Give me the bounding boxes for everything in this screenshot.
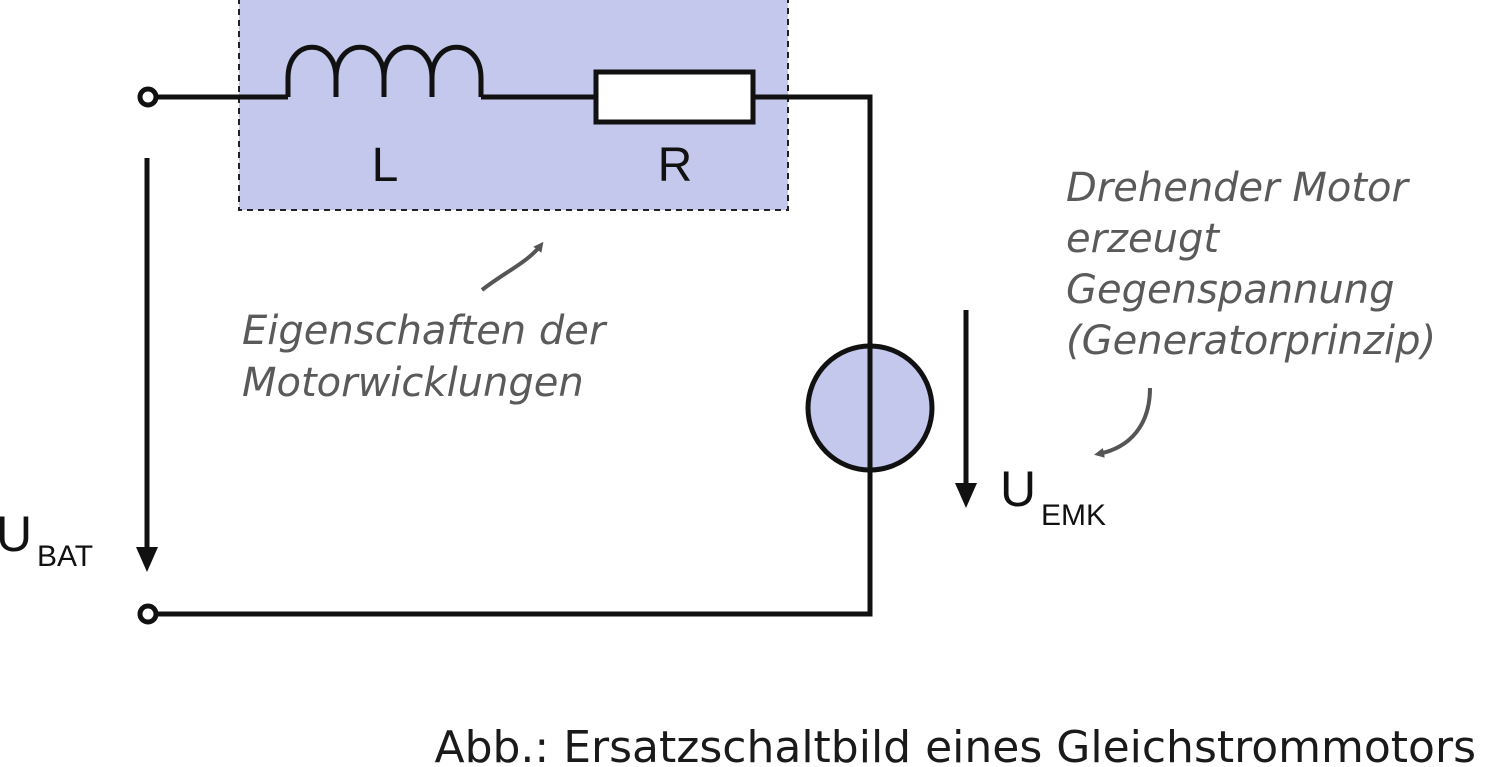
motor-note-arrow: [1094, 387, 1152, 458]
bottom-terminal: [137, 603, 159, 625]
top-terminal: [137, 86, 159, 108]
emf-voltage-arrow-head: [955, 483, 977, 508]
windings-note-arrow: [480, 241, 544, 292]
battery-voltage-arrow-head: [136, 547, 158, 572]
figure-caption: Abb.: Ersatzschaltbild eines Gleichstrom…: [434, 722, 1476, 767]
windings-note: Eigenschaften der Motorwicklungen: [242, 308, 618, 406]
battery-voltage-label: U BAT: [0, 506, 93, 573]
motor-note: Drehender Motor erzeugt Gegenspannung (G…: [1066, 165, 1436, 364]
inductor-label: L: [372, 139, 399, 192]
wire-top-right: [753, 94, 873, 348]
wire-bottom: [156, 470, 873, 617]
resistor-label: R: [658, 139, 693, 192]
emf-voltage-label: U EMK: [1000, 461, 1106, 532]
resistor-symbol: [593, 69, 756, 125]
inductor-symbol: [285, 44, 484, 97]
